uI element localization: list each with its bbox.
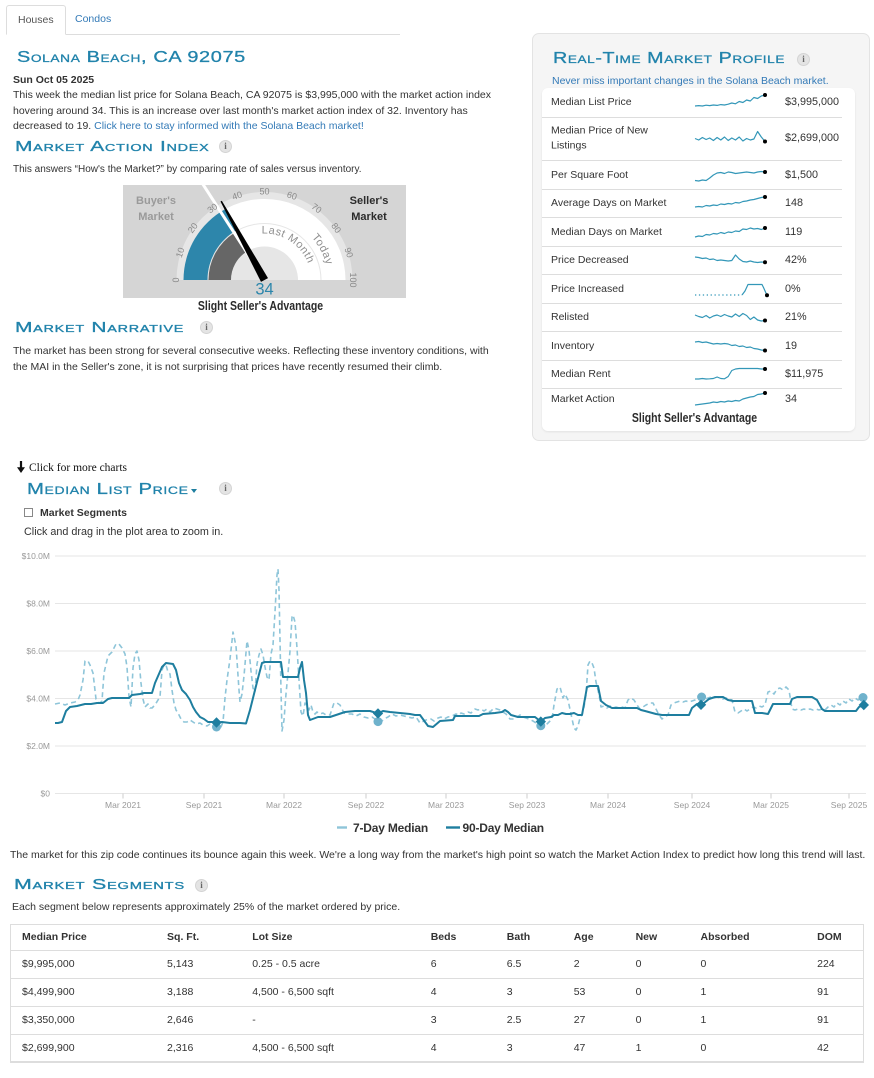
svg-text:$0: $0 <box>41 789 51 799</box>
svg-text:$10.0M: $10.0M <box>22 551 50 561</box>
svg-text:Mar 2021: Mar 2021 <box>105 800 141 810</box>
svg-text:$6.0M: $6.0M <box>26 646 50 656</box>
svg-text:Seller's: Seller's <box>350 195 389 207</box>
svg-text:20: 20 <box>186 221 200 235</box>
svg-text:90: 90 <box>342 246 355 259</box>
svg-text:Market: Market <box>138 211 174 223</box>
svg-text:Mar 2024: Mar 2024 <box>590 800 626 810</box>
svg-text:Sep 2022: Sep 2022 <box>348 800 385 810</box>
svg-text:Mar 2025: Mar 2025 <box>753 800 789 810</box>
svg-text:10: 10 <box>174 246 187 259</box>
svg-text:Sep 2025: Sep 2025 <box>831 800 868 810</box>
svg-text:Mar 2022: Mar 2022 <box>266 800 302 810</box>
svg-text:50: 50 <box>259 186 269 196</box>
svg-text:Sep 2024: Sep 2024 <box>674 800 711 810</box>
svg-text:Mar 2023: Mar 2023 <box>428 800 464 810</box>
svg-text:40: 40 <box>231 189 244 202</box>
svg-text:0: 0 <box>171 277 181 282</box>
svg-text:70: 70 <box>310 201 324 215</box>
svg-text:$8.0M: $8.0M <box>26 599 50 609</box>
svg-text:100: 100 <box>348 272 358 287</box>
svg-text:Buyer's: Buyer's <box>136 195 176 207</box>
svg-text:Sep 2023: Sep 2023 <box>509 800 546 810</box>
svg-text:80: 80 <box>329 221 343 235</box>
svg-text:7-Day Median: 7-Day Median <box>353 821 428 835</box>
svg-text:60: 60 <box>286 189 299 202</box>
svg-text:Sep 2021: Sep 2021 <box>186 800 223 810</box>
svg-text:$2.0M: $2.0M <box>26 741 50 751</box>
svg-text:90-Day Median: 90-Day Median <box>463 821 544 835</box>
svg-text:$4.0M: $4.0M <box>26 694 50 704</box>
svg-text:34: 34 <box>255 281 273 299</box>
svg-text:Market: Market <box>351 211 387 223</box>
svg-text:30: 30 <box>205 201 219 215</box>
